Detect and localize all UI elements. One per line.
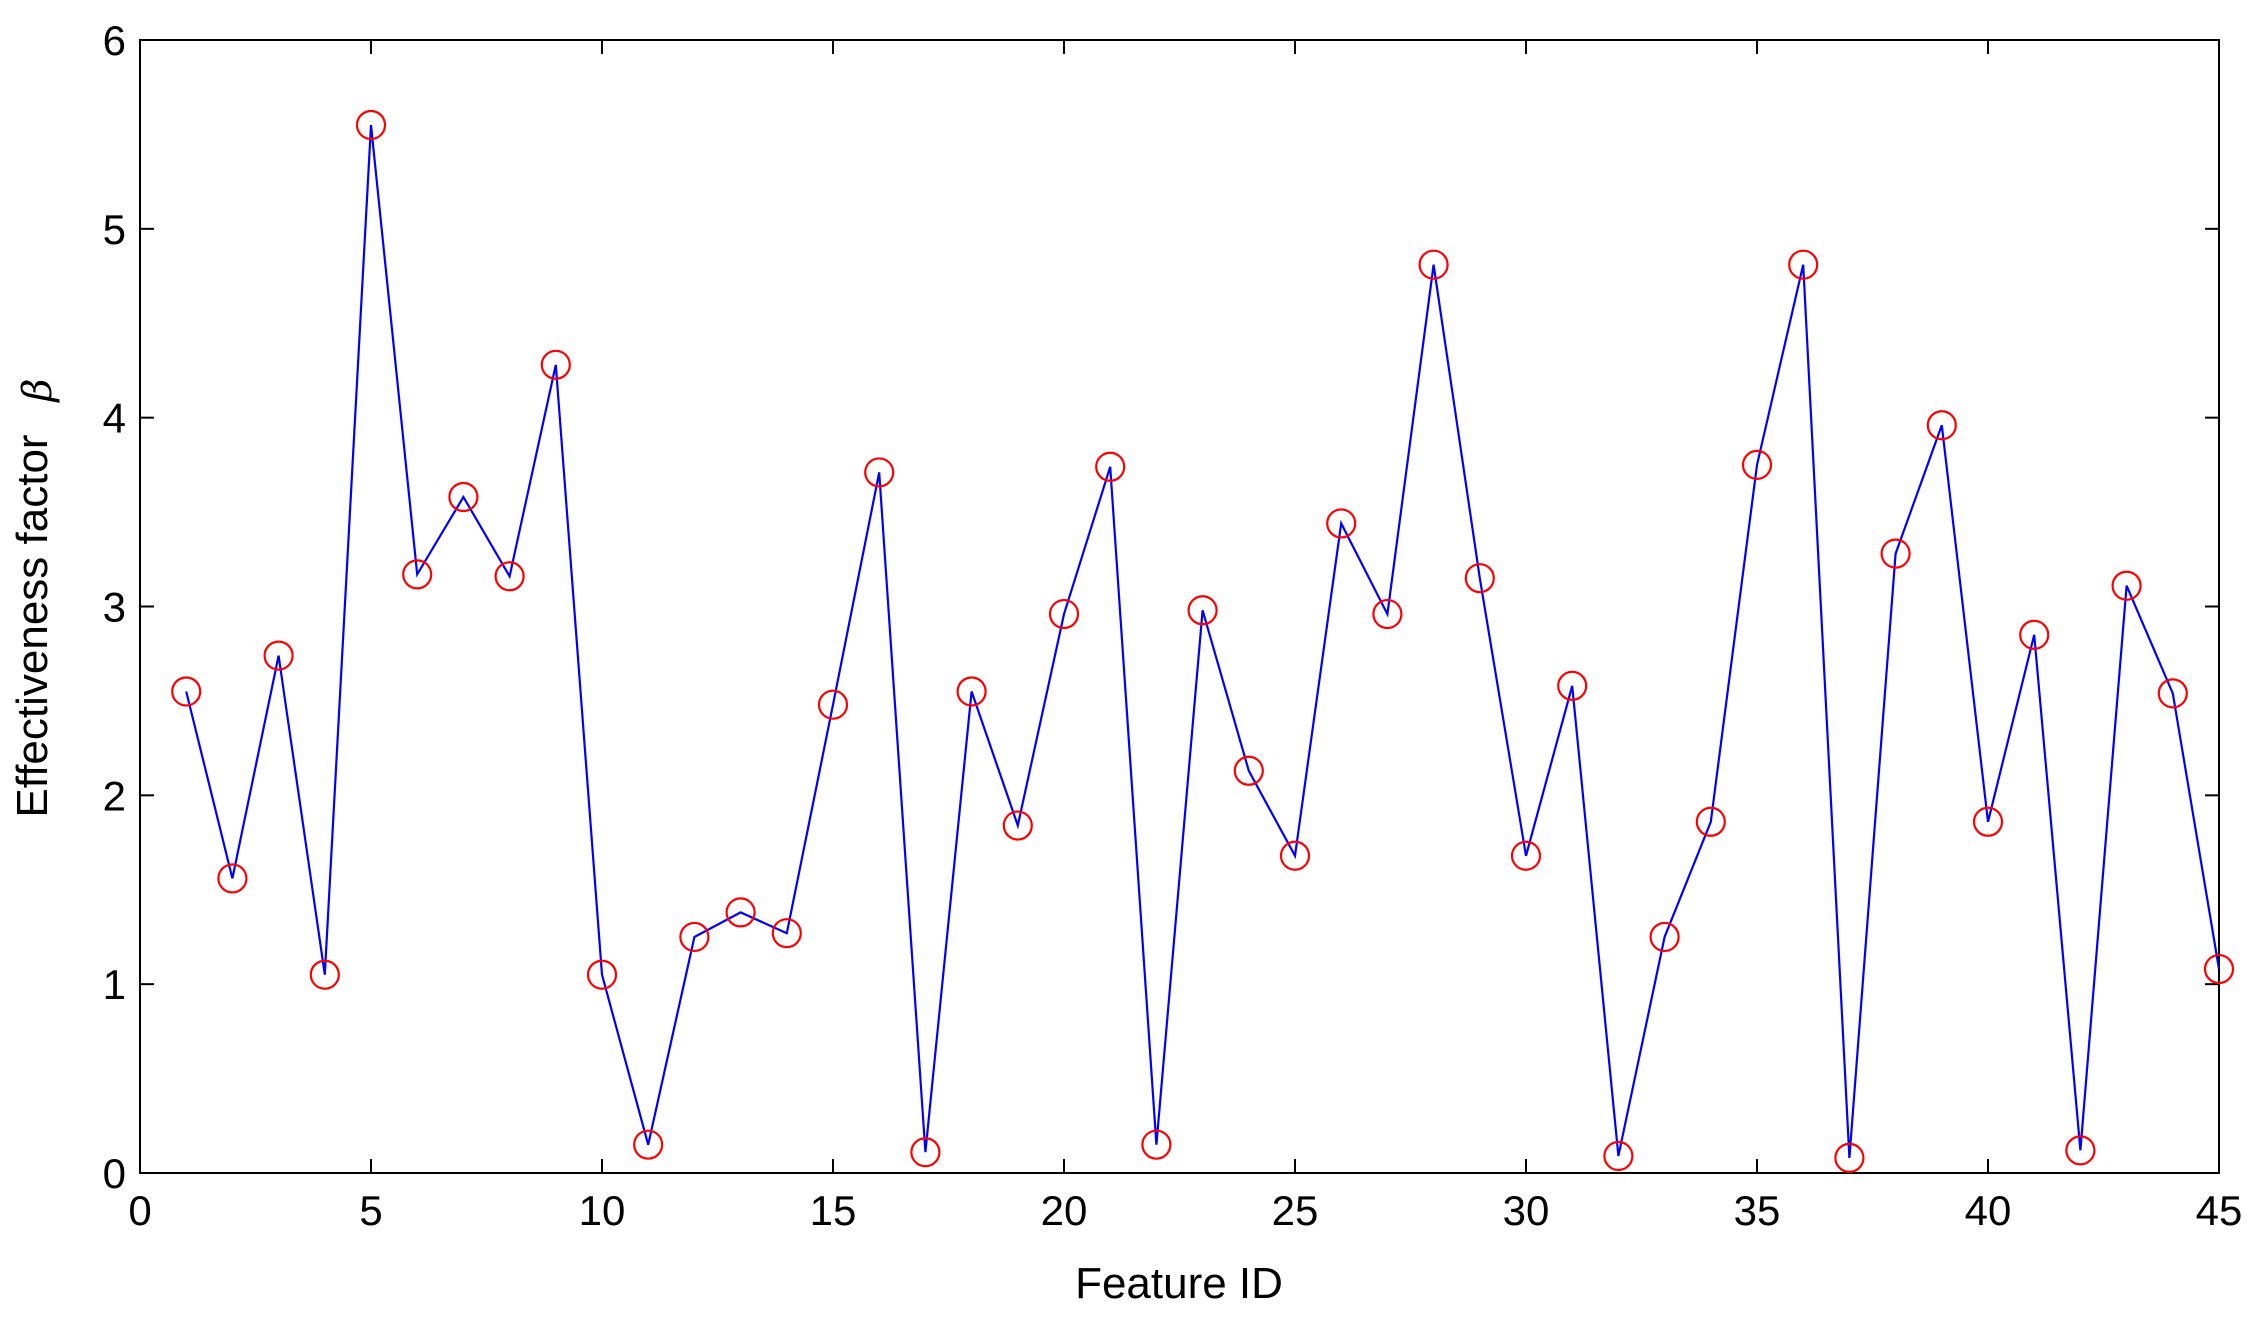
data-point [1926,410,1957,441]
data-point [494,561,525,592]
data-point [448,481,479,513]
x-tick-label: 10 [579,1187,626,1234]
data-point [1557,670,1588,701]
data-point [910,1137,941,1168]
data-point [1418,249,1449,280]
y-tick-label: 5 [103,206,126,253]
x-tick-label: 15 [810,1187,857,1234]
data-point [402,559,433,590]
data-point [309,959,340,990]
x-tick-label: 20 [1041,1187,1088,1234]
data-point [1141,1129,1172,1160]
data-point [171,676,202,707]
data-point [1095,451,1126,482]
data-point [1002,810,1033,841]
data-point [355,109,387,141]
data-point [1279,840,1311,871]
x-tick-label: 30 [1503,1187,1550,1234]
data-point [1649,921,1680,953]
data-point [725,897,756,928]
y-tick-label: 3 [103,584,126,631]
data-point [1972,806,2004,837]
x-tick-label: 40 [1965,1187,2012,1234]
x-tick-label: 45 [2196,1187,2243,1234]
data-point [1695,806,1726,837]
data-point [864,457,895,488]
data-point [956,676,987,707]
data-point [2065,1135,2096,1166]
data-point [1233,755,1264,786]
y-tick-label: 1 [103,961,126,1008]
data-point [1372,598,1403,630]
data-point [1326,508,1357,539]
data-point [217,863,248,894]
data-point [1788,249,1819,280]
data-point [1510,840,1542,871]
data-point [1048,598,1080,630]
data-point [633,1129,664,1160]
data-point [1834,1142,1865,1173]
data-point [263,640,294,671]
data-point [1880,538,1911,569]
data-markers [171,109,2235,1173]
x-tick-label: 35 [1734,1187,1781,1234]
data-point [1741,449,1773,480]
axis-ticks [139,39,2220,1174]
x-tick-label: 25 [1272,1187,1319,1234]
x-tick-label: 0 [128,1187,151,1234]
data-point [679,921,710,953]
y-tick-label: 2 [103,772,126,819]
data-point [771,918,802,949]
data-point [1464,563,1495,594]
data-point [2157,678,2188,709]
data-point [1603,1140,1634,1172]
x-axis-title: Feature ID [1075,1259,1283,1308]
series-line [185,124,2221,1158]
y-tick-labels: 0 1 2 3 4 5 6 [103,17,126,1197]
y-tick-label: 4 [103,395,126,442]
y-axis-symbol: β [15,378,61,403]
plot-area [139,39,2220,1174]
data-point [2111,570,2142,601]
x-tick-labels: 0 5 10 15 20 25 30 35 40 45 [128,1187,2242,1234]
data-point [540,349,571,380]
data-point [2203,953,2235,985]
data-point [817,689,849,720]
x-tick-label: 5 [359,1187,382,1234]
y-axis-title: Effectiveness factor [8,434,57,817]
y-tick-label: 6 [103,17,126,64]
data-point [1187,595,1218,626]
data-point [2019,619,2050,650]
y-tick-label: 0 [103,1150,126,1197]
data-point [586,959,618,990]
